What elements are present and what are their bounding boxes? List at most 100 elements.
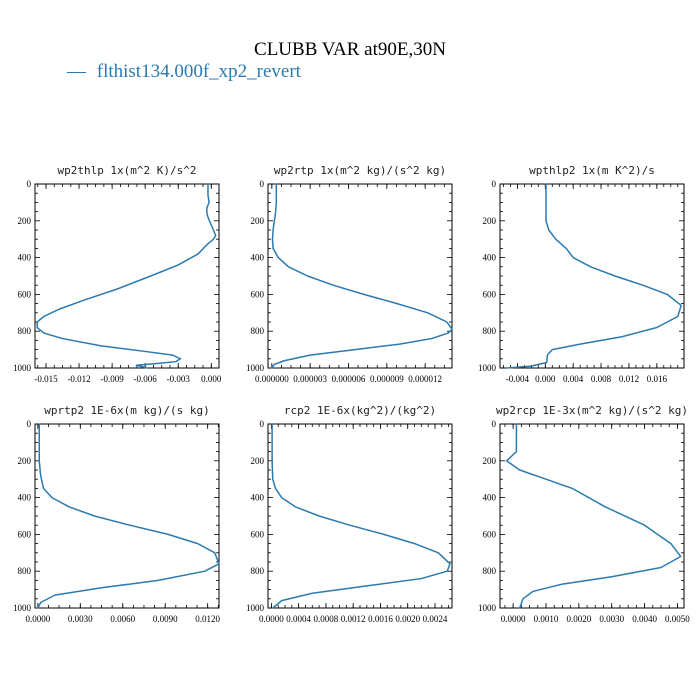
chart-panel-3: wpthlp2 1x(m K^2)/s 0 200 400 600 800 1000 -0.0… <box>478 164 685 384</box>
panel-title: wp2thlp 1x(m^2 K)/s^2 <box>57 164 196 177</box>
legend-marker: — <box>66 61 87 82</box>
y-tick-label: 800 <box>251 326 265 336</box>
chart-panel-1: wp2thlp 1x(m^2 K)/s^202004006008001000-0… <box>13 164 222 384</box>
x-tick-label: 0.0016 <box>368 614 393 624</box>
panel-title: wp2rtp 1x(m^2 kg)/(s^2 kg) <box>274 164 446 177</box>
panel-title: wp2rcp 1E-3x(m^2 kg)/(s^2 kg) <box>496 404 688 417</box>
y-tick-label: 800 <box>18 326 32 336</box>
x-tick-label: 0.016 <box>647 374 668 384</box>
x-tick-label: 0.0000 <box>259 614 284 624</box>
y-tick-label: 400 <box>18 493 32 503</box>
y-tick-label: 200 <box>18 216 32 226</box>
y-tick-label: 400 <box>251 493 265 503</box>
series-line <box>37 423 220 609</box>
panel-title: rcp2 1E-6x(kg^2)/(kg^2) <box>284 404 436 417</box>
y-tick-label: 1000 <box>13 363 32 373</box>
x-tick-label: 0.0090 <box>153 614 178 624</box>
x-tick-label: 0.0060 <box>110 614 135 624</box>
panel-title: wprtp2 1E-6x(m kg)/(s kg) <box>44 404 210 417</box>
legend: — flthist134.000f_xp2_revert <box>66 61 302 82</box>
plot-frame <box>34 423 220 609</box>
x-tick-label: 0.0020 <box>566 614 591 624</box>
x-tick-label: 0.008 <box>591 374 612 384</box>
plot-frame <box>499 183 685 369</box>
y-tick-label: 1000 <box>13 603 32 613</box>
y-tick-label: 800 <box>251 566 265 576</box>
x-tick-label: 0.000 <box>201 374 222 384</box>
x-tick-label: 0.000009 <box>370 374 404 384</box>
x-tick-label: 0.0120 <box>195 614 220 624</box>
x-tick-label: -0.004 <box>506 374 530 384</box>
x-tick-label: 0.0000 <box>25 614 50 624</box>
x-tick-label: 0.000000 <box>255 374 289 384</box>
y-tick-label: 400 <box>18 253 32 263</box>
series-line <box>271 423 451 609</box>
x-tick-label: 0.000003 <box>293 374 327 384</box>
panels: wp2thlp 1x(m^2 K)/s^202004006008001000-0… <box>13 164 690 624</box>
y-tick-label: 0 <box>27 179 32 189</box>
y-tick-label: 800 <box>18 566 32 576</box>
y-tick-label: 600 <box>251 529 265 539</box>
y-tick-label: 600 <box>18 529 32 539</box>
x-tick-label: 0.0030 <box>599 614 624 624</box>
y-tick-label: 1000 <box>246 603 265 613</box>
x-tick-label: 0.000 <box>535 374 556 384</box>
y-tick-label: 0 <box>492 419 497 429</box>
series-line <box>36 183 217 369</box>
x-tick-label: 0.012 <box>619 374 639 384</box>
series-line <box>506 183 682 369</box>
x-tick-label: 0.0040 <box>632 614 657 624</box>
x-tick-label: 0.0004 <box>286 614 311 624</box>
y-tick-label: 600 <box>483 289 497 299</box>
x-tick-label: 0.0024 <box>423 614 448 624</box>
y-tick-label: 400 <box>483 493 497 503</box>
x-tick-label: 0.000012 <box>408 374 442 384</box>
legend-label: flthist134.000f_xp2_revert <box>97 61 302 82</box>
y-tick-label: 200 <box>251 216 265 226</box>
series-line <box>271 183 453 369</box>
y-tick-label: 600 <box>483 529 497 539</box>
y-tick-label: 0 <box>27 419 32 429</box>
x-tick-label: 0.0010 <box>534 614 559 624</box>
x-tick-label: -0.009 <box>101 374 125 384</box>
chart-panel-6: wp2rcp 1E-3x(m^2 kg)/(s^2 kg) 0 200 400 600 8… <box>478 404 690 624</box>
y-tick-label: 1000 <box>478 603 497 613</box>
y-tick-label: 800 <box>483 566 497 576</box>
plot-frame <box>267 423 453 609</box>
x-tick-label: 0.000006 <box>332 374 366 384</box>
x-tick-label: 0.0008 <box>314 614 339 624</box>
x-tick-label: 0.0000 <box>501 614 526 624</box>
x-tick-label: 0.004 <box>563 374 584 384</box>
y-tick-label: 200 <box>18 456 32 466</box>
y-tick-label: 200 <box>251 456 265 466</box>
chart-panel-2: wp2rtp 1x(m^2 kg)/(s^2 kg) 0 200 400 600 800 1… <box>246 164 453 384</box>
plot-frame <box>34 183 220 369</box>
chart-panel-4: wprtp2 1E-6x(m kg)/(s kg) 0 200 400 600 800 10… <box>13 404 221 624</box>
y-tick-label: 0 <box>260 179 265 189</box>
chart-panel-5: rcp2 1E-6x(kg^2)/(kg^2) 0 200 400 600 800 1000… <box>246 404 453 624</box>
y-tick-label: 0 <box>492 179 497 189</box>
y-tick-label: 600 <box>251 289 265 299</box>
x-tick-label: -0.015 <box>34 374 58 384</box>
y-tick-label: 200 <box>483 456 497 466</box>
panel-title: wpthlp2 1x(m K^2)/s <box>529 164 655 177</box>
y-tick-label: 1000 <box>246 363 265 373</box>
figure-title: CLUBB VAR at90E,30N <box>254 39 446 60</box>
x-tick-label: -0.003 <box>167 374 191 384</box>
x-tick-label: 0.0020 <box>395 614 420 624</box>
y-tick-label: 200 <box>483 216 497 226</box>
x-tick-label: -0.006 <box>134 374 158 384</box>
x-tick-label: -0.012 <box>67 374 90 384</box>
y-tick-label: 400 <box>483 253 497 263</box>
y-tick-label: 1000 <box>478 363 497 373</box>
y-tick-label: 800 <box>483 326 497 336</box>
x-tick-label: 0.0012 <box>341 614 366 624</box>
series-line <box>505 423 682 609</box>
x-tick-label: 0.0030 <box>68 614 93 624</box>
y-tick-label: 0 <box>260 419 265 429</box>
y-tick-label: 600 <box>18 289 32 299</box>
x-tick-label: 0.0050 <box>665 614 690 624</box>
legend-entry: — flthist134.000f_xp2_revert <box>66 61 302 82</box>
y-tick-label: 400 <box>251 253 265 263</box>
